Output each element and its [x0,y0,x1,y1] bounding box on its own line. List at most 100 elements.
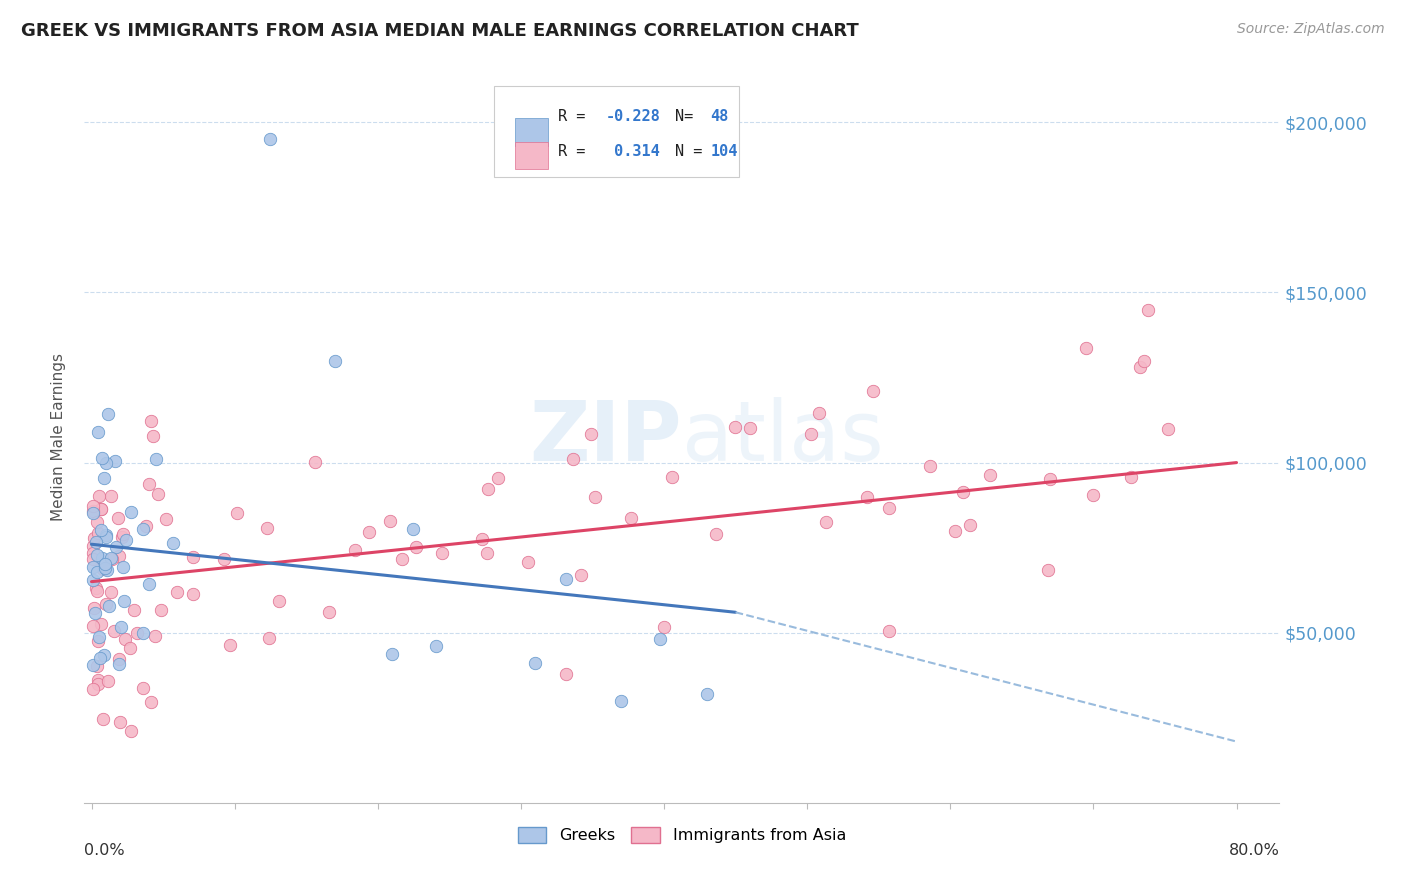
Point [814,515,837,529]
Point [155,512,177,526]
Point [259,132,281,146]
Text: R =: R = [558,145,595,160]
Point [100,585,122,599]
Point [94,557,117,571]
Point [138,477,160,491]
Point [432,546,454,560]
Point [808,406,831,420]
Point [323,353,346,368]
Point [475,546,498,560]
Point [583,490,606,504]
Point [162,536,184,550]
Point [86,581,108,595]
Point [1121,470,1143,484]
Point [82,657,104,672]
Point [114,632,136,646]
Point [83,531,105,545]
Point [943,524,966,539]
Point [517,555,540,569]
Point [267,594,290,608]
Point [97,599,120,613]
Point [402,522,425,536]
Point [107,549,129,564]
Point [918,459,941,474]
Point [132,522,155,536]
Point [724,420,747,434]
Point [344,542,367,557]
Point [94,597,117,611]
Point [94,456,117,470]
Point [1039,472,1062,486]
Point [1156,421,1178,435]
Point [561,451,583,466]
Text: Source: ZipAtlas.com: Source: ZipAtlas.com [1237,22,1385,37]
Text: atlas: atlas [682,397,883,477]
Point [257,631,280,645]
Text: N=: N= [675,109,702,124]
Point [357,524,380,539]
Point [93,648,115,662]
Point [226,506,249,520]
Point [82,539,104,553]
Point [135,519,157,533]
Point [142,429,165,443]
Point [862,384,884,398]
Point [90,616,112,631]
Point [90,551,112,566]
Point [125,626,148,640]
Point [82,560,104,574]
Point [82,504,104,518]
Point [87,526,110,541]
Point [471,533,494,547]
Point [1076,341,1098,355]
Point [118,640,141,655]
Point [87,425,110,439]
Point [112,527,135,541]
Point [654,620,676,634]
Text: 104: 104 [710,145,738,160]
Point [391,552,413,566]
Point [111,529,134,543]
Point [82,546,104,560]
Point [87,634,110,648]
Text: N =: N = [675,145,711,160]
Point [86,515,108,529]
Point [108,657,131,672]
Point [111,559,134,574]
Point [131,681,153,696]
Point [405,540,427,554]
Text: 0.0%: 0.0% [84,843,125,858]
Point [112,594,135,608]
Point [1129,360,1152,375]
Point [524,656,547,670]
Point [93,470,115,484]
Point [212,552,235,566]
Point [90,450,112,465]
Point [952,485,974,500]
Point [82,682,104,697]
FancyBboxPatch shape [515,142,548,169]
Text: 48: 48 [710,109,728,124]
Point [143,629,166,643]
Point [104,540,127,554]
Point [86,566,108,580]
Point [110,620,132,634]
Point [104,454,127,468]
Point [86,659,108,673]
Point [107,511,129,525]
Point [108,652,131,666]
Point [959,518,981,533]
Point [738,420,761,434]
Point [94,561,117,575]
Point [1036,563,1059,577]
Text: 0.314: 0.314 [606,145,661,160]
Point [82,506,104,520]
Point [139,694,162,708]
Y-axis label: Median Male Earnings: Median Male Earnings [51,353,66,521]
Point [82,499,104,513]
Point [87,630,110,644]
Point [82,552,104,566]
Point [979,467,1001,482]
Point [139,414,162,428]
Point [477,483,499,497]
